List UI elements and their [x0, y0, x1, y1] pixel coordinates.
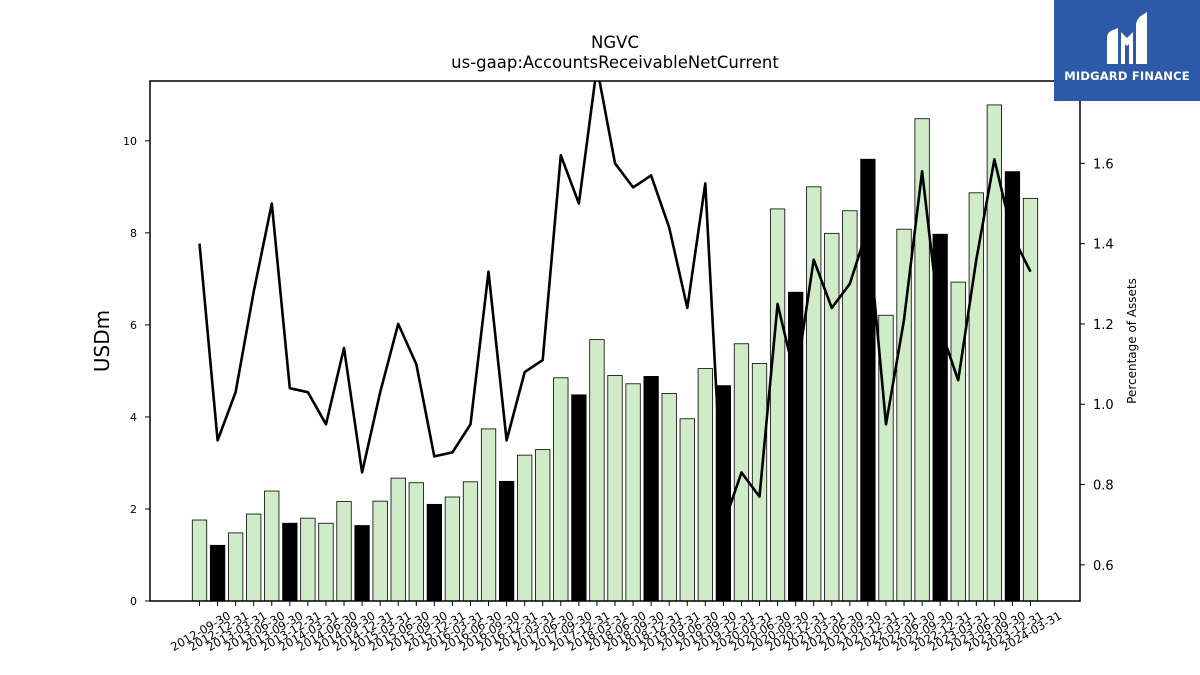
- bar-2018-09-30: [625, 383, 641, 602]
- y-axis-left: 0 2 4 6 8 10: [123, 135, 150, 608]
- bar-2013-06-30: [246, 513, 262, 602]
- bar-2018-06-30: [607, 375, 623, 602]
- percentage-line: [198, 81, 1032, 527]
- bar-2013-09-30: [264, 490, 280, 602]
- bar-2017-12-31: [571, 394, 587, 602]
- bar-2014-09-30: [336, 501, 352, 602]
- bar-2017-03-31: [517, 454, 533, 602]
- bar-2014-03-31: [300, 517, 316, 602]
- logo-mark-icon: [1107, 12, 1147, 64]
- bar-2012-12-31: [209, 544, 226, 602]
- bar-2021-12-31: [860, 158, 876, 602]
- y-tick-label: 6: [130, 319, 137, 332]
- y-tick-label: 8: [130, 227, 137, 240]
- y-tick-label: 4: [130, 411, 137, 424]
- bar-2023-03-31: [950, 281, 966, 602]
- y2-tick-label: 1.6: [1093, 157, 1114, 172]
- y-tick-label: 2: [130, 503, 137, 516]
- line-series: [198, 81, 1032, 527]
- bar-2017-09-30: [553, 377, 569, 602]
- y2-tick-label: 0.8: [1093, 479, 1114, 494]
- logo-text: MIDGARD FINANCE: [1064, 69, 1190, 83]
- bar-2016-03-31: [444, 496, 461, 602]
- bar-2019-09-30: [697, 368, 713, 602]
- y2-axis-label: Percentage of Assets: [1125, 278, 1139, 404]
- brand-logo: MIDGARD FINANCE: [1054, 0, 1200, 101]
- bar-2018-03-31: [589, 339, 605, 602]
- chart-title: NGVC: [591, 33, 639, 52]
- bar-2012-09-30: [191, 519, 208, 602]
- bar-2013-12-31: [282, 522, 298, 602]
- chart-subtitle: us-gaap:AccountsReceivableNetCurrent: [451, 53, 779, 72]
- bar-2015-03-31: [372, 500, 388, 602]
- bar-2022-09-30: [914, 118, 930, 602]
- y2-tick-label: 1.4: [1093, 238, 1114, 253]
- bar-2020-09-30: [769, 208, 786, 602]
- bar-2020-06-30: [751, 363, 768, 602]
- y-axis-label: USDm: [90, 310, 114, 372]
- bar-2021-06-30: [824, 232, 840, 602]
- bar-2017-06-30: [535, 449, 551, 602]
- bar-2016-09-30: [480, 428, 497, 602]
- y-axis-right: 0.6 0.8 1.0 1.2 1.4 1.6: [1080, 157, 1114, 574]
- y-tick-label: 0: [130, 595, 137, 608]
- bar-series: [191, 104, 1039, 602]
- bar-2019-03-31: [661, 393, 677, 602]
- y2-tick-label: 1.2: [1093, 318, 1114, 333]
- bar-2016-06-30: [462, 481, 479, 602]
- bar-2019-06-30: [679, 418, 695, 602]
- bar-2014-06-30: [318, 522, 334, 602]
- x-axis: 2012-09-302012-12-312013-03-312013-06-30…: [168, 601, 1064, 654]
- bar-2016-12-31: [498, 480, 515, 602]
- y-tick-label: 10: [123, 135, 137, 148]
- bar-2015-06-30: [390, 477, 406, 602]
- bar-2015-12-31: [426, 503, 442, 602]
- bar-2014-12-31: [354, 525, 370, 602]
- y2-tick-label: 0.6: [1093, 559, 1114, 574]
- bar-2015-09-30: [408, 482, 424, 602]
- bar-2018-12-31: [643, 376, 659, 602]
- bar-2013-03-31: [228, 532, 244, 602]
- bar-2021-03-31: [806, 186, 822, 602]
- y2-tick-label: 1.0: [1093, 398, 1114, 413]
